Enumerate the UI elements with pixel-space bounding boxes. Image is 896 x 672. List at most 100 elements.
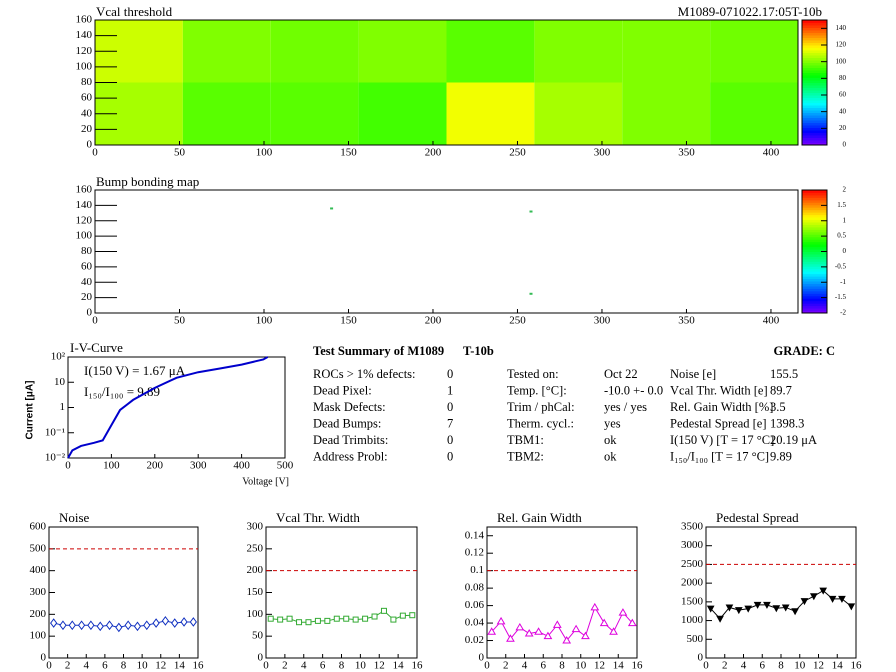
summary-value: 20.19 μA: [770, 433, 817, 447]
plot-frame: [265, 526, 418, 659]
x-tick-label: 0: [263, 660, 269, 672]
x-tick-label: 200: [147, 460, 164, 472]
summary-label: I(150 V) [T = 17 °C]: [670, 433, 774, 447]
y-tick-label: 20: [81, 291, 93, 303]
heatmap-cell: [358, 82, 447, 145]
marker: [362, 615, 369, 622]
heatmap-cell: [534, 20, 623, 83]
x-tick-label: 2: [282, 660, 288, 672]
marker: [77, 620, 86, 631]
marker: [409, 612, 416, 619]
x-tick-label: 14: [174, 660, 186, 672]
marker: [515, 622, 525, 631]
y-tick-label: 1000: [681, 614, 704, 626]
y-tick-label: 10⁻²: [45, 452, 66, 464]
marker: [59, 620, 67, 631]
colorbar-band: [802, 303, 827, 307]
bump-point: [529, 292, 533, 295]
x-tick-label: 250: [509, 315, 526, 327]
colorbar-tick-label: 0: [843, 247, 847, 255]
colorbar-band: [802, 251, 827, 255]
marker: [133, 621, 142, 632]
chart-title: Rel. Gain Width: [497, 510, 582, 525]
chart-title: I-V-Curve: [70, 340, 123, 355]
marker: [581, 631, 590, 640]
data-line: [710, 590, 852, 620]
heatmap-cell: [182, 82, 271, 145]
y-tick-label: 0: [87, 307, 93, 319]
y-tick-label: 40: [81, 276, 93, 288]
colorbar-band: [802, 234, 827, 238]
y-tick-label: 60: [81, 92, 93, 104]
bump-point: [330, 207, 334, 210]
colorbar-band: [802, 241, 827, 245]
chart-title: Vcal Thr. Width: [276, 510, 360, 525]
x-tick-label: 100: [103, 460, 120, 472]
colorbar-band: [802, 97, 827, 101]
x-tick-label: 300: [594, 147, 611, 159]
y-tick-label: 150: [247, 586, 264, 598]
colorbar-band: [802, 308, 827, 312]
summary-label: Temp. [°C]:: [507, 383, 567, 397]
marker: [352, 616, 359, 623]
colorbar-band: [802, 140, 827, 143]
y-tick-label: 40: [81, 107, 93, 119]
colorbar-tick-label: 60: [839, 91, 847, 99]
colorbar-band: [802, 55, 827, 58]
y-tick-label: 0: [698, 652, 704, 664]
x-tick-label: 8: [778, 660, 784, 672]
data-line: [270, 610, 413, 623]
heatmap-cell: [622, 82, 711, 145]
colorbar-band: [802, 30, 827, 33]
marker: [390, 616, 397, 623]
x-tick-label: 0: [484, 660, 490, 672]
colorbar-band: [802, 102, 827, 106]
summary-value: Oct 22: [604, 367, 638, 381]
colorbar-band: [802, 199, 827, 203]
summary-value: 3.5: [770, 400, 786, 414]
marker: [772, 605, 781, 613]
x-tick-label: 2: [503, 660, 509, 672]
colorbar-band: [802, 85, 827, 88]
colorbar-band: [802, 290, 827, 294]
colorbar-band: [802, 197, 827, 201]
marker: [618, 608, 628, 616]
colorbar-band: [802, 77, 827, 81]
y-tick-label: 50: [252, 630, 264, 642]
y-tick-label: 200: [247, 564, 264, 576]
colorbar-band: [802, 125, 827, 128]
marker: [371, 613, 378, 620]
summary-value: ok: [604, 449, 617, 463]
colorbar-band: [802, 122, 827, 126]
marker: [716, 615, 724, 623]
y-tick-label: 0.14: [465, 529, 485, 541]
y-tick-label: 1: [60, 401, 66, 413]
colorbar-band: [802, 137, 827, 141]
colorbar-band: [802, 20, 827, 23]
marker: [333, 615, 340, 622]
colorbar-band: [802, 27, 827, 31]
data-line: [67, 356, 269, 459]
marker: [819, 587, 828, 595]
x-tick-label: 10: [137, 660, 149, 672]
colorbar-band: [802, 107, 827, 111]
colorbar-band: [802, 298, 827, 302]
colorbar-band: [802, 47, 827, 51]
y-tick-label: 120: [76, 45, 93, 57]
colorbar-frame: [801, 19, 828, 146]
marker: [571, 624, 581, 633]
heatmap-cell: [182, 20, 271, 83]
colorbar-band: [802, 82, 827, 86]
x-tick-label: 150: [340, 315, 357, 327]
x-tick-label: 0: [46, 660, 52, 672]
colorbar-tick-label: 100: [836, 57, 847, 65]
colorbar-band: [802, 112, 827, 116]
x-tick-label: 200: [425, 315, 442, 327]
colorbar-tick-label: 140: [836, 24, 847, 32]
summary-label: Vcal Thr. Width [e]: [670, 383, 768, 397]
colorbar-tick-label: 1: [843, 216, 847, 224]
colorbar-band: [802, 224, 827, 228]
y-tick-label: 80: [81, 245, 93, 257]
colorbar-band: [802, 60, 827, 63]
marker: [543, 631, 553, 640]
